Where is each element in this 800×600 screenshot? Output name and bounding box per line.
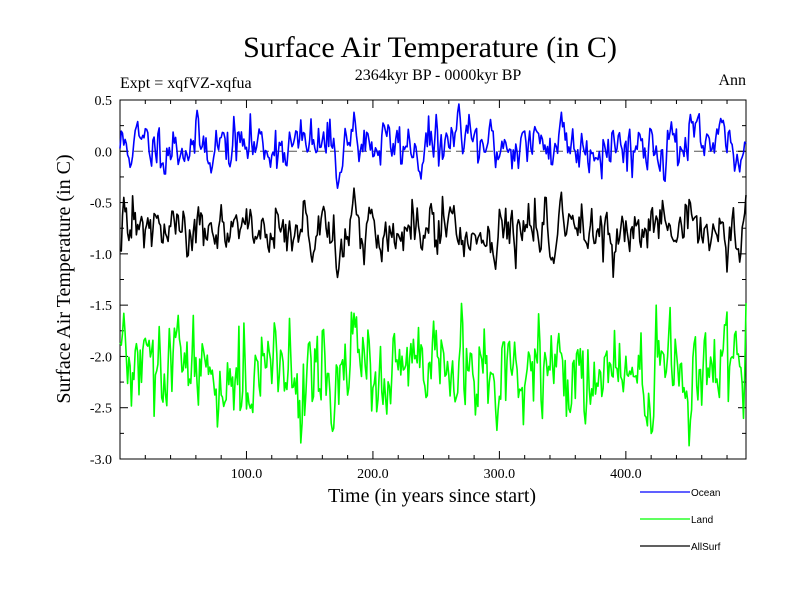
y-tick-label: -1.0	[90, 248, 112, 263]
period-label: Ann	[718, 72, 746, 89]
x-tick-label: 200.0	[357, 467, 389, 482]
legend: Ocean Land AllSurf	[640, 488, 721, 553]
x-tick-label: 100.0	[231, 467, 263, 482]
chart-title: Surface Air Temperature (in C)	[243, 31, 617, 64]
y-tick-label: -0.5	[90, 197, 112, 212]
x-axis-label: Time (in years since start)	[328, 485, 536, 507]
chart-subtitle: 2364kyr BP - 0000kyr BP	[355, 67, 522, 84]
series-line-allsurf	[119, 187, 747, 279]
series-line-land	[119, 302, 747, 447]
y-tick-label: -2.0	[90, 350, 112, 365]
plot-area: 0.5 0.0 -0.5 -1.0 -1.5 -2.0 -2.5 -3.0 100.0 200.0…	[90, 94, 747, 482]
legend-label-land: Land	[691, 515, 713, 526]
y-tick-label: 0.0	[95, 145, 113, 160]
y-tick-label: -1.5	[90, 299, 112, 314]
legend-label-allsurf: AllSurf	[691, 542, 721, 553]
y-tick-label: -3.0	[90, 453, 112, 468]
y-tick-label: -2.5	[90, 402, 112, 417]
series-line-ocean	[119, 103, 747, 189]
y-tick-label: 0.5	[95, 94, 113, 109]
x-tick-label: 300.0	[484, 467, 516, 482]
x-tick-label: 400.0	[610, 467, 642, 482]
legend-label-ocean: Ocean	[691, 488, 720, 499]
y-axis-label: Surface Air Temperature (in C)	[53, 154, 75, 403]
expt-label: Expt = xqfVZ-xqfua	[120, 75, 252, 92]
